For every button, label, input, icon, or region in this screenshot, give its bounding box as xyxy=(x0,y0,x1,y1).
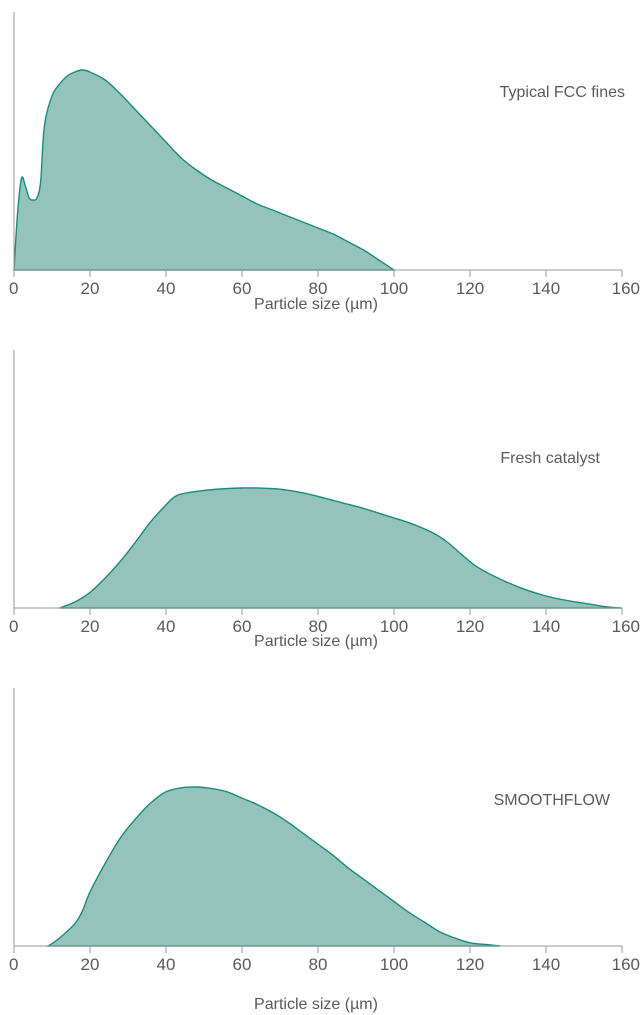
x-tick-label-smoothflow-20: 20 xyxy=(81,955,100,974)
x-axis-label-smoothflow: Particle size (µm) xyxy=(254,996,378,1013)
x-tick-label-fresh-120: 120 xyxy=(456,617,484,636)
x-axis-label-fresh: Particle size (µm) xyxy=(254,633,378,650)
panel-smoothflow: SMOOTHFLOW Particle size (µm) 0 20 40 60 80 1… xyxy=(9,688,640,1013)
x-axis-label-fines: Particle size (µm) xyxy=(254,296,378,313)
distribution-area-smoothflow xyxy=(45,786,501,947)
panel-fines: Typical FCC fines Particle size (µm) 0 20… xyxy=(9,12,640,313)
x-tick-label-fines-40: 40 xyxy=(157,279,176,298)
x-tick-label-fines-100: 100 xyxy=(380,279,408,298)
x-tick-label-smoothflow-80: 80 xyxy=(309,955,328,974)
x-tick-label-fines-60: 60 xyxy=(233,279,252,298)
series-label-smoothflow: SMOOTHFLOW xyxy=(494,792,611,809)
series-label-fines: Typical FCC fines xyxy=(500,84,625,101)
x-tick-label-fresh-160: 160 xyxy=(612,617,640,636)
x-tick-label-fines-20: 20 xyxy=(81,279,100,298)
x-tick-label-fresh-20: 20 xyxy=(81,617,100,636)
x-tick-label-fresh-40: 40 xyxy=(157,617,176,636)
x-tick-label-fines-160: 160 xyxy=(612,279,640,298)
x-tick-label-fines-140: 140 xyxy=(532,279,560,298)
x-tick-label-fresh-100: 100 xyxy=(380,617,408,636)
x-tick-label-fines-80: 80 xyxy=(309,279,328,298)
x-tick-label-smoothflow-40: 40 xyxy=(157,955,176,974)
series-label-fresh: Fresh catalyst xyxy=(500,450,600,467)
x-tick-label-smoothflow-0: 0 xyxy=(9,955,18,974)
distribution-area-fresh xyxy=(59,487,623,609)
x-tick-label-smoothflow-100: 100 xyxy=(380,955,408,974)
x-tick-label-smoothflow-140: 140 xyxy=(532,955,560,974)
x-tick-label-fresh-80: 80 xyxy=(309,617,328,636)
x-tick-label-smoothflow-160: 160 xyxy=(612,955,640,974)
x-tick-label-fines-120: 120 xyxy=(456,279,484,298)
x-tick-label-fines-0: 0 xyxy=(9,279,18,298)
x-tick-label-fresh-0: 0 xyxy=(9,617,18,636)
panel-fresh: Fresh catalyst Particle size (µm) 0 20 40 6… xyxy=(9,350,640,650)
x-tick-label-smoothflow-120: 120 xyxy=(456,955,484,974)
x-tick-label-fresh-60: 60 xyxy=(233,617,252,636)
distribution-area-fines xyxy=(13,69,397,271)
x-tick-label-smoothflow-60: 60 xyxy=(233,955,252,974)
x-tick-label-fresh-140: 140 xyxy=(532,617,560,636)
